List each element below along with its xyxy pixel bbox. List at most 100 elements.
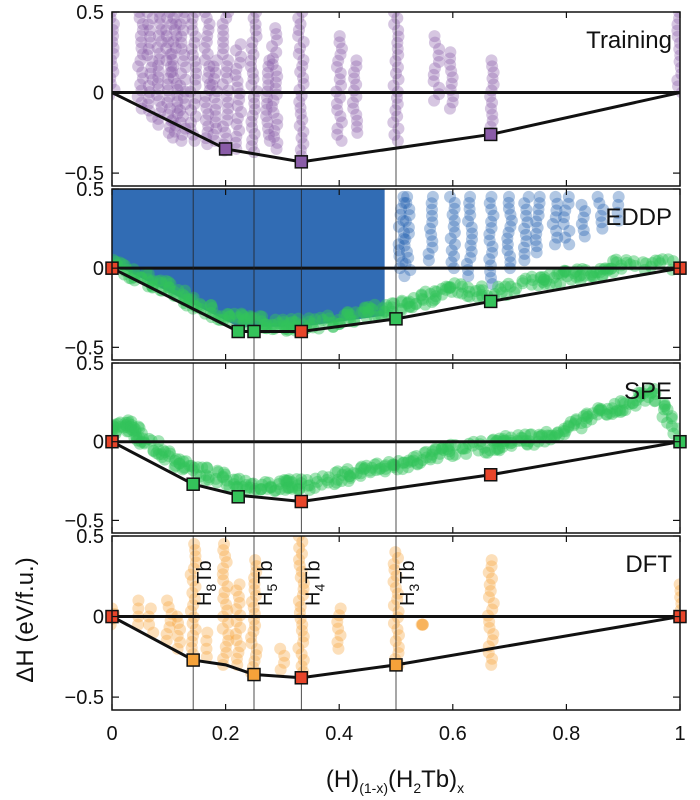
- data-point: [483, 253, 496, 266]
- data-point: [222, 634, 235, 647]
- data-point: [392, 122, 405, 135]
- data-point: [182, 293, 195, 306]
- data-point: [504, 220, 517, 233]
- data-point: [402, 227, 415, 240]
- data-point: [395, 202, 408, 215]
- data-point: [672, 80, 680, 93]
- data-point: [112, 72, 117, 84]
- data-point: [219, 468, 232, 481]
- data-point: [658, 397, 671, 410]
- data-point: [530, 215, 543, 228]
- data-point: [248, 312, 261, 325]
- data-point: [396, 256, 409, 269]
- data-point: [334, 602, 347, 615]
- data-point: [291, 483, 304, 496]
- data-point: [360, 459, 373, 472]
- data-point: [532, 209, 545, 222]
- data-point: [166, 47, 179, 60]
- data-point: [644, 387, 657, 400]
- data-point: [656, 253, 669, 266]
- data-point: [594, 209, 607, 222]
- data-point: [186, 24, 199, 37]
- data-point: [519, 428, 532, 441]
- data-point: [233, 596, 246, 609]
- data-point: [559, 204, 572, 217]
- data-point: [201, 126, 214, 139]
- data-point: [374, 462, 387, 475]
- data-point: [174, 623, 187, 636]
- data-point: [436, 288, 449, 301]
- data-point: [270, 34, 283, 47]
- data-point: [600, 408, 613, 421]
- data-point: [366, 303, 379, 316]
- y-tick-label: 0: [93, 258, 104, 280]
- data-point: [183, 459, 196, 472]
- data-point: [260, 110, 273, 123]
- data-point: [429, 443, 442, 456]
- data-point: [296, 113, 309, 126]
- data-point: [487, 209, 500, 222]
- data-point: [246, 133, 259, 146]
- data-point: [230, 473, 243, 486]
- data-point: [185, 42, 198, 55]
- data-point: [378, 305, 391, 318]
- data-point: [592, 404, 605, 417]
- data-point: [266, 58, 279, 71]
- data-point: [557, 218, 570, 231]
- data-point: [191, 461, 204, 474]
- data-point: [129, 425, 142, 438]
- data-point: [195, 299, 208, 312]
- data-point: [294, 17, 307, 30]
- data-point: [331, 615, 344, 628]
- data-point: [274, 642, 287, 655]
- data-point: [656, 411, 669, 424]
- data-point: [263, 54, 276, 67]
- data-point: [322, 476, 335, 489]
- data-point: [392, 647, 405, 660]
- data-point: [285, 312, 298, 325]
- data-point: [221, 604, 234, 617]
- data-point: [471, 291, 484, 304]
- phase-label-sub: 3: [406, 584, 422, 592]
- data-point: [245, 140, 258, 153]
- data-point: [551, 427, 564, 440]
- data-point: [341, 463, 354, 476]
- data-point: [479, 446, 492, 459]
- data-point: [262, 60, 275, 73]
- data-point: [254, 310, 267, 323]
- data-point: [282, 475, 295, 488]
- data-point: [504, 280, 517, 293]
- data-point: [428, 36, 441, 49]
- data-point: [114, 416, 127, 429]
- data-point: [444, 232, 457, 245]
- data-point: [112, 420, 120, 433]
- data-point: [222, 616, 235, 629]
- data-point: [175, 30, 188, 43]
- data-point: [502, 190, 515, 203]
- data-point: [134, 30, 147, 43]
- data-point: [135, 427, 148, 440]
- data-point: [297, 630, 310, 643]
- data-point: [532, 203, 545, 216]
- data-point: [422, 247, 435, 260]
- data-point: [606, 408, 619, 421]
- data-point: [209, 110, 222, 123]
- data-point: [448, 214, 461, 227]
- data-point: [575, 422, 588, 435]
- data-point: [112, 421, 122, 434]
- data-point: [419, 285, 432, 298]
- data-point: [397, 226, 410, 239]
- data-point: [652, 254, 665, 267]
- data-point: [229, 136, 242, 149]
- data-point: [394, 208, 407, 221]
- x-axis-title-part: (H: [388, 766, 413, 793]
- data-point: [279, 474, 292, 487]
- data-point: [518, 254, 531, 267]
- data-point: [403, 295, 416, 308]
- data-point: [294, 143, 307, 156]
- data-point: [486, 60, 499, 73]
- data-point: [478, 441, 491, 454]
- data-point: [415, 289, 428, 302]
- data-point: [265, 481, 278, 494]
- data-point: [389, 104, 402, 117]
